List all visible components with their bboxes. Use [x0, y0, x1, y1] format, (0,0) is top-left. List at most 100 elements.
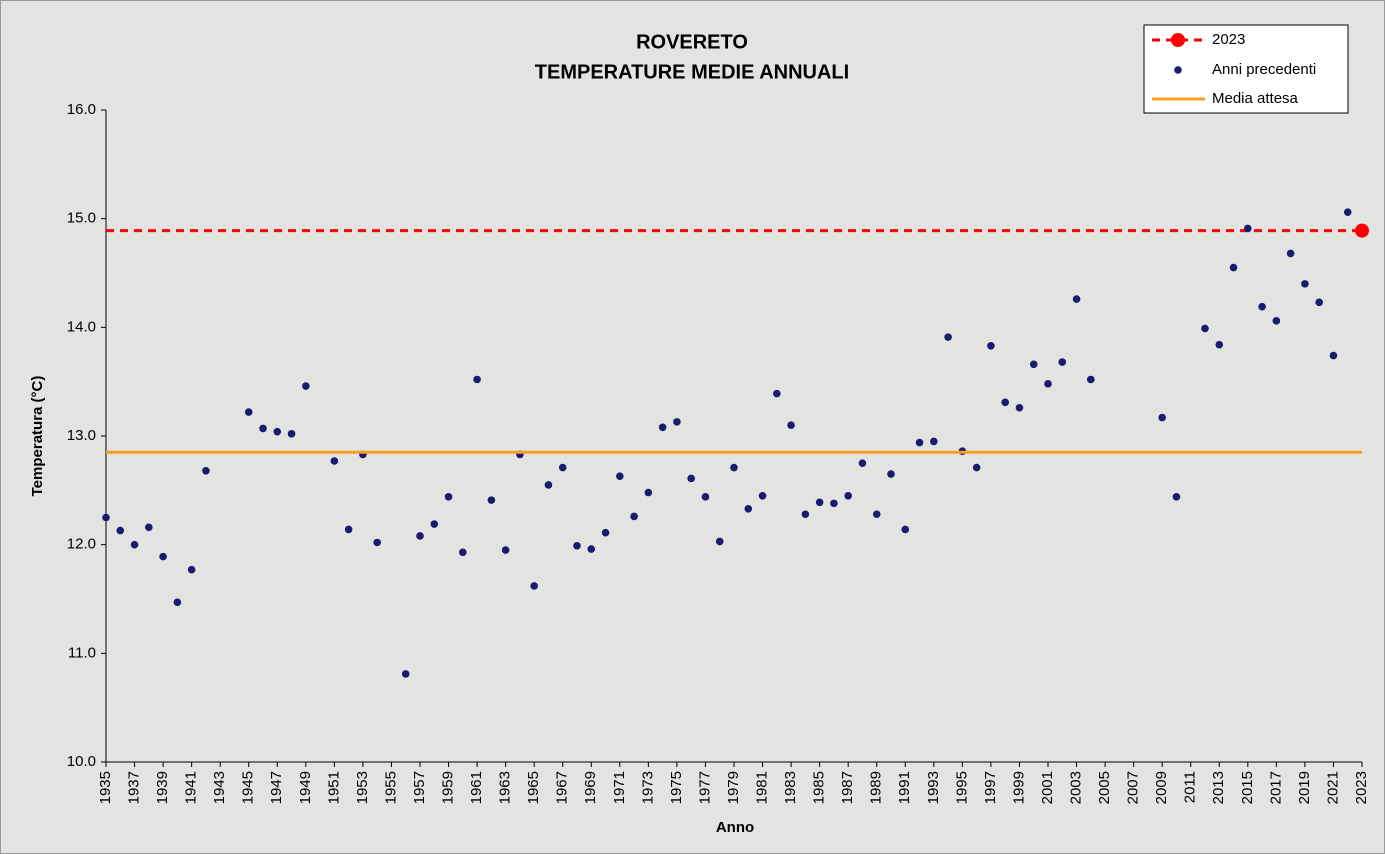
point: [1029, 360, 1038, 369]
x-tick-label: 1961: [468, 771, 485, 804]
x-tick-label: 1985: [811, 771, 828, 804]
point: [801, 510, 810, 519]
y-tick-label: 15.0: [67, 210, 96, 227]
point: [373, 538, 381, 547]
point: [1343, 208, 1352, 216]
point: [1087, 375, 1095, 384]
point: [1315, 298, 1323, 307]
point: [145, 523, 153, 532]
x-tick-label: 2003: [1068, 771, 1085, 804]
legend-label: Anni precedenti: [1212, 61, 1316, 78]
point: [459, 548, 467, 557]
y-tick-label: 11.0: [68, 644, 96, 661]
point: [1244, 224, 1252, 233]
chart-subtitle: TEMPERATURE MEDIE ANNUALI: [535, 61, 849, 83]
x-tick-label: 1983: [782, 771, 799, 804]
x-tick-label: 1957: [411, 771, 428, 804]
x-tick-label: 1973: [639, 771, 656, 804]
point: [887, 470, 895, 478]
x-tick-label: 1953: [354, 771, 371, 804]
point: [187, 565, 196, 574]
x-tick-label: 2015: [1239, 771, 1256, 804]
x-tick-label: 1977: [696, 771, 713, 804]
x-tick-label: 1991: [896, 771, 913, 804]
point: [1015, 403, 1024, 412]
x-tick-label: 1947: [268, 771, 285, 804]
x-tick-label: 1965: [525, 771, 542, 804]
point: [558, 463, 567, 472]
point: [930, 437, 938, 446]
point: [330, 457, 339, 465]
x-tick-label: 2005: [1096, 771, 1113, 804]
point: [758, 491, 767, 500]
point: [1286, 249, 1295, 258]
point: [1058, 358, 1067, 366]
point: [658, 423, 667, 432]
point-2023: [1355, 223, 1369, 238]
point: [116, 526, 125, 535]
legend-label: 2023: [1212, 31, 1245, 48]
point: [1229, 263, 1238, 272]
x-tick-label: 2021: [1324, 771, 1341, 804]
x-tick-label: 1995: [953, 771, 970, 804]
y-tick-label: 10.0: [67, 753, 96, 770]
point: [730, 463, 738, 472]
x-tick-label: 1969: [582, 771, 599, 804]
point: [715, 537, 724, 546]
point: [630, 512, 638, 521]
point: [1272, 317, 1281, 325]
x-tick-label: 2019: [1296, 771, 1313, 804]
point: [416, 532, 424, 540]
point: [673, 418, 681, 426]
point: [273, 427, 282, 436]
point: [1158, 413, 1166, 422]
point: [1172, 493, 1181, 501]
x-tick-label: 1999: [1010, 771, 1027, 804]
point: [302, 382, 310, 390]
x-tick-label: 2023: [1353, 771, 1370, 804]
point: [1072, 295, 1081, 303]
x-tick-label: 1987: [839, 771, 856, 804]
x-tick-label: 1945: [240, 771, 257, 804]
point: [815, 498, 824, 507]
legend-label: Media attesa: [1212, 90, 1299, 107]
x-tick-label: 1981: [754, 771, 771, 804]
point: [844, 491, 852, 500]
point: [773, 389, 781, 398]
x-tick-label: 2017: [1267, 771, 1284, 804]
x-tick-label: 2011: [1182, 771, 1199, 803]
x-tick-label: 1967: [554, 771, 571, 804]
point: [344, 525, 353, 534]
point: [787, 421, 795, 429]
x-tick-label: 1989: [868, 771, 885, 804]
x-tick-label: 1937: [126, 771, 143, 804]
point: [244, 408, 253, 416]
x-tick-label: 1971: [611, 771, 628, 804]
x-tick-label: 1993: [925, 771, 942, 804]
point: [830, 499, 838, 508]
point: [130, 540, 139, 549]
legend-swatch-dot: [1174, 66, 1182, 74]
point: [530, 582, 538, 590]
x-tick-label: 2013: [1210, 771, 1227, 804]
y-tick-label: 14.0: [67, 318, 96, 335]
point: [487, 496, 496, 504]
x-tick-label: 1959: [440, 771, 457, 804]
point: [587, 545, 596, 553]
x-tick-label: 1963: [497, 771, 514, 804]
point: [601, 528, 610, 537]
point: [259, 424, 267, 433]
x-tick-label: 1951: [325, 771, 342, 804]
y-tick-label: 16.0: [67, 101, 96, 118]
x-tick-label: 1949: [297, 771, 314, 804]
x-tick-label: 2007: [1125, 771, 1142, 804]
point: [1329, 351, 1338, 360]
point: [544, 481, 553, 489]
x-tick-label: 1939: [154, 771, 171, 804]
point: [501, 546, 510, 554]
point: [173, 598, 182, 607]
point: [401, 670, 410, 678]
legend-swatch-dot: [1171, 33, 1185, 47]
